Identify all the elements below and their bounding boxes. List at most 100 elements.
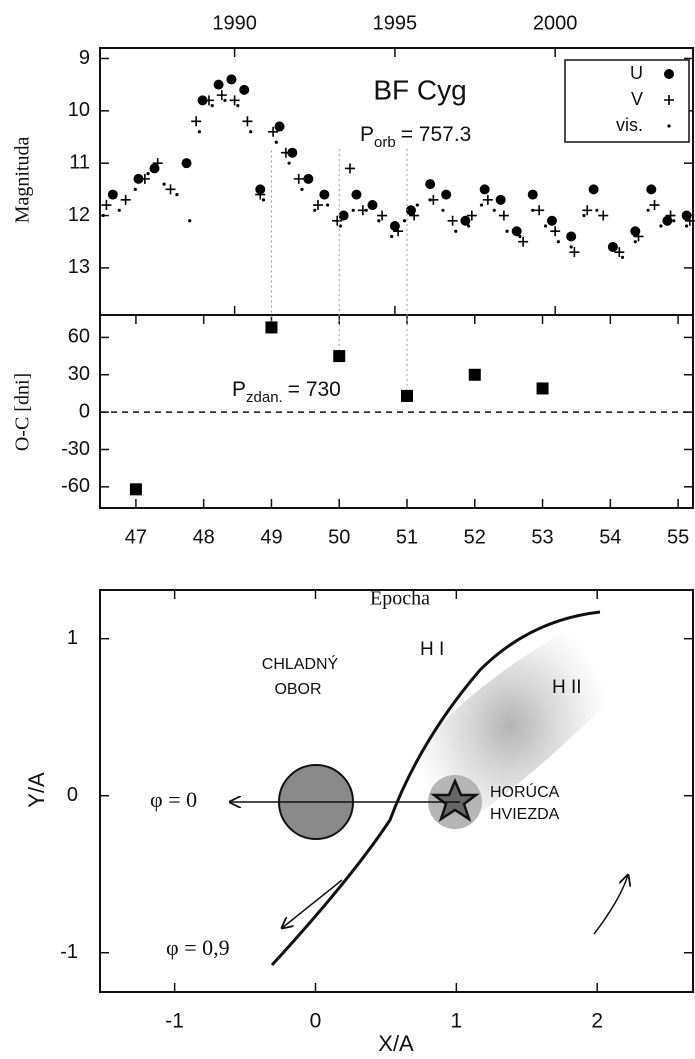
point [566, 231, 577, 242]
point [332, 215, 343, 226]
y-tick-label: 13 [68, 256, 90, 278]
point [569, 245, 573, 249]
point [146, 172, 150, 176]
point [468, 368, 481, 381]
legend-label: vis. [616, 115, 643, 135]
point [287, 147, 298, 158]
symbol: P [360, 123, 374, 146]
hot-star [430, 777, 480, 822]
light-curve-frame [99, 47, 694, 509]
point [633, 240, 637, 244]
point [684, 224, 689, 228]
y-axis-label: O-C [dni] [12, 373, 34, 451]
legend-label: V [631, 89, 643, 109]
point [664, 95, 674, 105]
point [377, 219, 381, 223]
point [467, 224, 471, 228]
x-tick-label: 52 [464, 526, 486, 548]
point [582, 205, 593, 216]
point [274, 140, 278, 144]
y-tick-label: 10 [68, 99, 90, 121]
point [607, 241, 618, 252]
point [188, 219, 192, 223]
point [518, 236, 529, 247]
point [242, 116, 253, 127]
point [402, 219, 407, 223]
point [479, 203, 484, 207]
point [287, 161, 291, 165]
x-tick-label: 47 [125, 526, 147, 548]
object-label: HVIEZDA [490, 806, 560, 823]
point [598, 210, 609, 221]
point [162, 182, 166, 186]
point [280, 147, 291, 158]
point [249, 130, 253, 134]
point [511, 226, 522, 237]
x-axis-label: X/A [378, 1031, 414, 1056]
point [454, 229, 458, 233]
point [409, 210, 420, 221]
diagram-shapes [230, 610, 628, 967]
object-label: HORÚCA [490, 782, 560, 801]
point [338, 210, 349, 221]
point [649, 200, 660, 211]
y-tick-label: 30 [68, 363, 90, 385]
point [101, 213, 105, 218]
point [213, 79, 224, 90]
point [595, 208, 599, 212]
point [319, 189, 330, 200]
region-label: H I [420, 639, 444, 660]
point [543, 224, 548, 228]
legend-label: U [630, 63, 643, 83]
value: = 757.3 [401, 123, 472, 146]
phase-label: φ = 0 [150, 787, 197, 812]
object-label: OBOR [274, 681, 321, 698]
chart-title: BF Cyg [373, 74, 466, 105]
point [646, 208, 650, 212]
y-axis-label: Magnituda [12, 137, 34, 224]
subscript: orb [374, 134, 396, 151]
point [312, 200, 323, 211]
region-label: H II [552, 677, 582, 698]
point [546, 215, 557, 226]
point [364, 208, 368, 212]
point [236, 103, 240, 108]
point [460, 215, 471, 226]
point [498, 210, 509, 221]
point [226, 74, 237, 85]
point [633, 231, 644, 242]
point [441, 208, 445, 212]
point [684, 215, 695, 226]
x-tick-label: 49 [260, 526, 282, 548]
y-tick-label: 0 [67, 784, 78, 806]
point [191, 116, 202, 127]
point [393, 226, 404, 237]
point [293, 173, 304, 184]
motion-arrow [282, 879, 343, 928]
y-axis-label: Y/A [24, 772, 49, 808]
x-tick-label: 55 [667, 526, 689, 548]
y-tick-label: 9 [79, 47, 90, 69]
point [390, 234, 394, 239]
point [401, 389, 414, 402]
period-annotation: Porb = 757.3 [360, 123, 471, 151]
point [377, 210, 388, 221]
point [556, 240, 560, 244]
point [667, 124, 671, 128]
point [425, 179, 436, 190]
x-tick-label: 53 [531, 526, 553, 548]
point [531, 208, 535, 212]
subscript: zdan. [246, 389, 283, 406]
point [197, 95, 208, 106]
point [181, 158, 192, 169]
point [129, 483, 142, 496]
point [313, 208, 317, 212]
point [300, 187, 304, 191]
y-tick-label: 60 [68, 326, 90, 348]
point [203, 95, 214, 106]
point [255, 189, 266, 200]
object-label: CHLADNÝ [262, 654, 339, 673]
point [492, 208, 496, 212]
value: = 730 [288, 378, 341, 401]
point [614, 247, 625, 258]
